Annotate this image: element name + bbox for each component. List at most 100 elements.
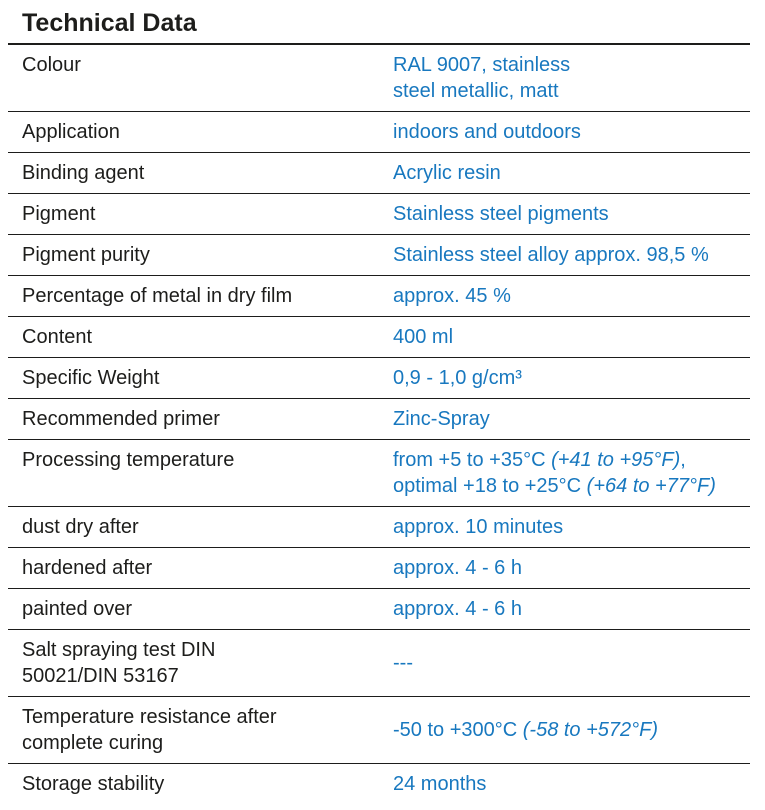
row-value: 0,9 - 1,0 g/cm³ (393, 365, 750, 391)
value-segment: --- (393, 652, 413, 674)
row-label: Binding agent (8, 160, 393, 186)
row-value-line: RAL 9007, stainless (393, 52, 750, 78)
row-value-line: approx. 4 - 6 h (393, 555, 750, 581)
row-label-line: Binding agent (22, 162, 145, 184)
row-value-line: 24 months (393, 771, 750, 797)
row-label: Temperature resistance after complete cur… (8, 704, 393, 756)
row-label-line: complete curing (22, 732, 164, 754)
table-row: Percentage of metal in dry film approx. 4… (8, 276, 750, 317)
row-value-line: indoors and outdoors (393, 119, 750, 145)
value-segment: indoors and outdoors (393, 121, 581, 143)
row-value-line: Stainless steel alloy approx. 98,5 % (393, 242, 750, 268)
row-value: approx. 4 - 6 h (393, 555, 750, 581)
row-value: --- (393, 637, 750, 689)
row-label-line: Application (22, 121, 120, 143)
row-label: painted over (8, 596, 393, 622)
row-label: Percentage of metal in dry film (8, 283, 393, 309)
row-label-line: Colour (22, 54, 81, 76)
row-value: RAL 9007, stainless steel metallic, matt (393, 52, 750, 104)
row-value: Stainless steel alloy approx. 98,5 % (393, 242, 750, 268)
value-segment-italic: (+41 to +95°F) (551, 449, 681, 471)
table-row: Salt spraying test DIN 50021/DIN 53167 --- (8, 630, 750, 697)
row-value-line: 0,9 - 1,0 g/cm³ (393, 365, 750, 391)
row-label-line: Specific Weight (22, 367, 160, 389)
technical-data-table: Colour RAL 9007, stainless steel metallic,… (8, 43, 750, 804)
row-value: indoors and outdoors (393, 119, 750, 145)
value-segment: optimal +18 to +25°C (393, 475, 587, 497)
row-value: approx. 10 minutes (393, 514, 750, 540)
table-row: Pigment Stainless steel pigments (8, 194, 750, 235)
table-row: Application indoors and outdoors (8, 112, 750, 153)
value-segment: Stainless steel pigments (393, 203, 609, 225)
row-label-line: 50021/DIN 53167 (22, 665, 179, 687)
value-segment: Stainless steel alloy approx. 98,5 % (393, 244, 709, 266)
row-value: approx. 45 % (393, 283, 750, 309)
row-value-line: optimal +18 to +25°C (+64 to +77°F) (393, 473, 750, 499)
row-label-line: painted over (22, 598, 133, 620)
row-value: 400 ml (393, 324, 750, 350)
row-label: Specific Weight (8, 365, 393, 391)
row-label: Application (8, 119, 393, 145)
row-value-line: approx. 45 % (393, 283, 750, 309)
row-label-line: Percentage of metal in dry film (22, 285, 293, 307)
row-label: hardened after (8, 555, 393, 581)
value-segment: 24 months (393, 773, 487, 795)
value-segment: from +5 to +35°C (393, 449, 552, 471)
technical-data-sheet: Technical Data Colour RAL 9007, stainless… (8, 0, 750, 804)
value-segment: 400 ml (393, 326, 454, 348)
row-label-line: Storage stability (22, 773, 165, 795)
row-value-line: Acrylic resin (393, 160, 750, 186)
value-segment: Acrylic resin (393, 162, 501, 184)
row-label: Recommended primer (8, 406, 393, 432)
row-value-line: --- (393, 650, 750, 676)
table-row: Content 400 ml (8, 317, 750, 358)
table-row: Colour RAL 9007, stainless steel metallic,… (8, 45, 750, 112)
table-row: Pigment purity Stainless steel alloy appr… (8, 235, 750, 276)
row-label-line: Salt spraying test DIN (22, 639, 216, 661)
value-segment-italic: (-58 to +572°F) (522, 719, 659, 741)
value-segment-italic: (+64 to +77°F) (586, 475, 716, 497)
value-segment: approx. 10 minutes (393, 516, 564, 538)
row-value-line: -50 to +300°C (-58 to +572°F) (393, 717, 750, 743)
row-label: Salt spraying test DIN 50021/DIN 53167 (8, 637, 393, 689)
table-row: Specific Weight 0,9 - 1,0 g/cm³ (8, 358, 750, 399)
row-label-line: Pigment purity (22, 244, 150, 266)
value-segment: RAL 9007, stainless (393, 54, 571, 76)
value-segment: -50 to +300°C (393, 719, 523, 741)
table-row: painted over approx. 4 - 6 h (8, 589, 750, 630)
value-segment: 0,9 - 1,0 g/cm³ (393, 367, 522, 389)
row-label: Storage stability (8, 771, 393, 797)
table-row: Recommended primer Zinc-Spray (8, 399, 750, 440)
row-label: Processing temperature (8, 447, 393, 499)
row-value-line: Stainless steel pigments (393, 201, 750, 227)
row-label: Pigment purity (8, 242, 393, 268)
row-value-line: approx. 10 minutes (393, 514, 750, 540)
row-value: -50 to +300°C (-58 to +572°F) (393, 704, 750, 756)
page-title: Technical Data (22, 9, 197, 37)
row-value-line: Zinc-Spray (393, 406, 750, 432)
table-row: Binding agent Acrylic resin (8, 153, 750, 194)
row-label-line: Recommended primer (22, 408, 220, 430)
row-label: Content (8, 324, 393, 350)
row-value: 24 months (393, 771, 750, 797)
row-value: Stainless steel pigments (393, 201, 750, 227)
value-segment: approx. 4 - 6 h (393, 598, 522, 620)
value-segment: Zinc-Spray (393, 408, 490, 430)
row-label-line: Temperature resistance after (22, 706, 277, 728)
row-label-line: Processing temperature (22, 449, 235, 471)
row-value: Zinc-Spray (393, 406, 750, 432)
row-label: dust dry after (8, 514, 393, 540)
row-label-line: Content (22, 326, 93, 348)
table-row: hardened after approx. 4 - 6 h (8, 548, 750, 589)
row-label-line: dust dry after (22, 516, 139, 538)
row-value-line: 400 ml (393, 324, 750, 350)
row-value: from +5 to +35°C (+41 to +95°F), optimal … (393, 447, 750, 499)
table-row: Processing temperature from +5 to +35°C (… (8, 440, 750, 507)
row-label: Colour (8, 52, 393, 104)
table-row: dust dry after approx. 10 minutes (8, 507, 750, 548)
row-label: Pigment (8, 201, 393, 227)
value-segment: , (680, 449, 686, 471)
table-row: Storage stability 24 months (8, 764, 750, 804)
row-value-line: steel metallic, matt (393, 78, 750, 104)
row-label-line: Pigment (22, 203, 96, 225)
